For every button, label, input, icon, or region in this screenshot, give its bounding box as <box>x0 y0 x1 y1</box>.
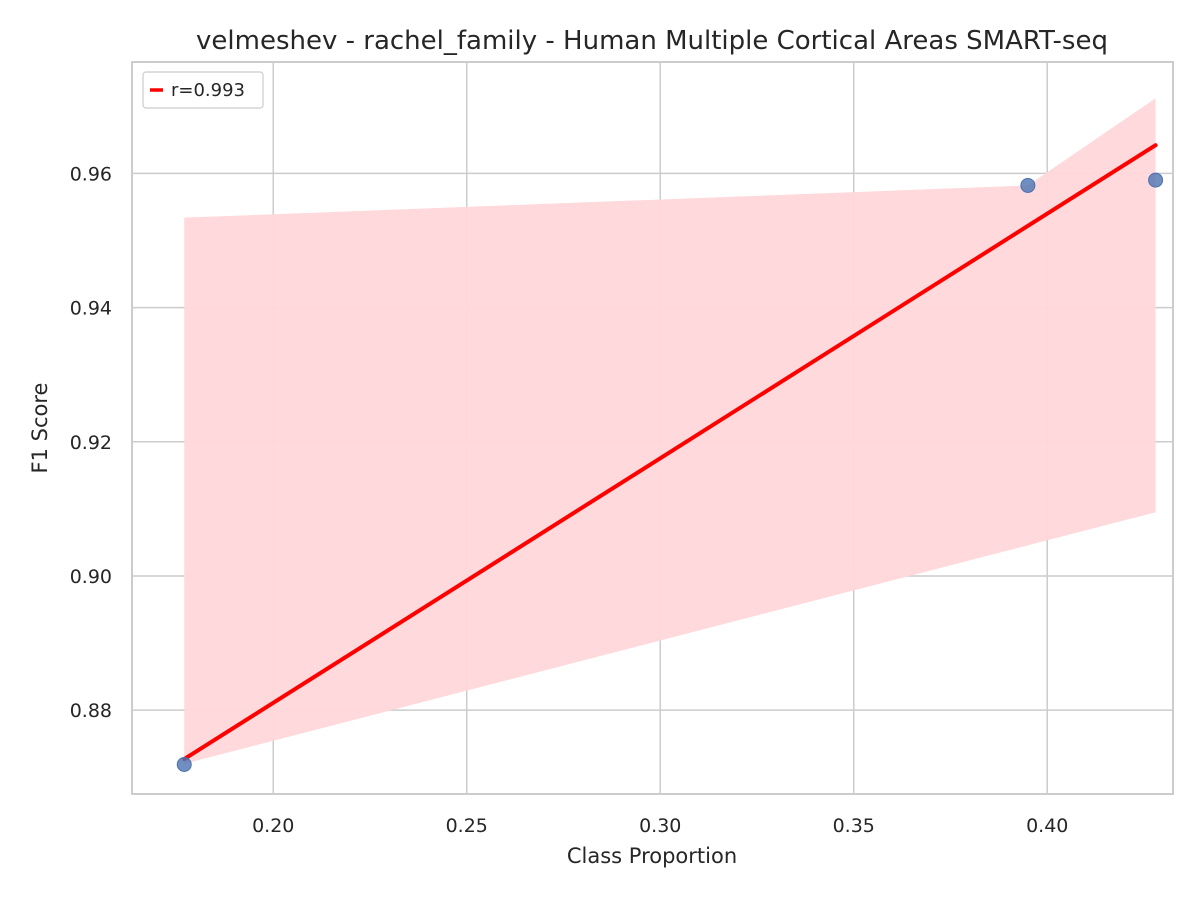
legend-box <box>142 71 264 109</box>
legend: r=0.993 <box>142 71 264 109</box>
data-points <box>176 172 1164 772</box>
data-point <box>1148 172 1164 188</box>
y-tick-label: 0.90 <box>70 566 112 588</box>
legend-label: r=0.993 <box>171 80 245 101</box>
y-tick-label: 0.92 <box>70 432 112 454</box>
confidence-band <box>184 98 1156 764</box>
chart-title: velmeshev - rachel_family - Human Multip… <box>196 26 1108 56</box>
x-tick-label: 0.35 <box>833 815 875 837</box>
y-tick-label: 0.96 <box>70 163 112 185</box>
x-axis-label: Class Proportion <box>567 844 737 868</box>
y-tick-label: 0.88 <box>70 700 112 722</box>
x-tick-label: 0.30 <box>639 815 681 837</box>
plot-frame <box>131 61 1174 795</box>
x-tick-label: 0.20 <box>252 815 294 837</box>
x-tick-labels: 0.20 0.25 0.30 0.35 0.40 <box>252 815 1068 837</box>
x-tick-label: 0.25 <box>446 815 488 837</box>
x-tick-label: 0.40 <box>1026 815 1068 837</box>
y-axis-label: F1 Score <box>28 383 52 474</box>
data-point <box>1020 177 1036 193</box>
data-point <box>176 756 192 772</box>
plot-area <box>131 61 1174 795</box>
regression-line <box>182 143 1158 762</box>
y-tick-label: 0.94 <box>70 298 112 320</box>
y-tick-labels: 0.88 0.90 0.92 0.94 0.96 <box>70 163 112 722</box>
